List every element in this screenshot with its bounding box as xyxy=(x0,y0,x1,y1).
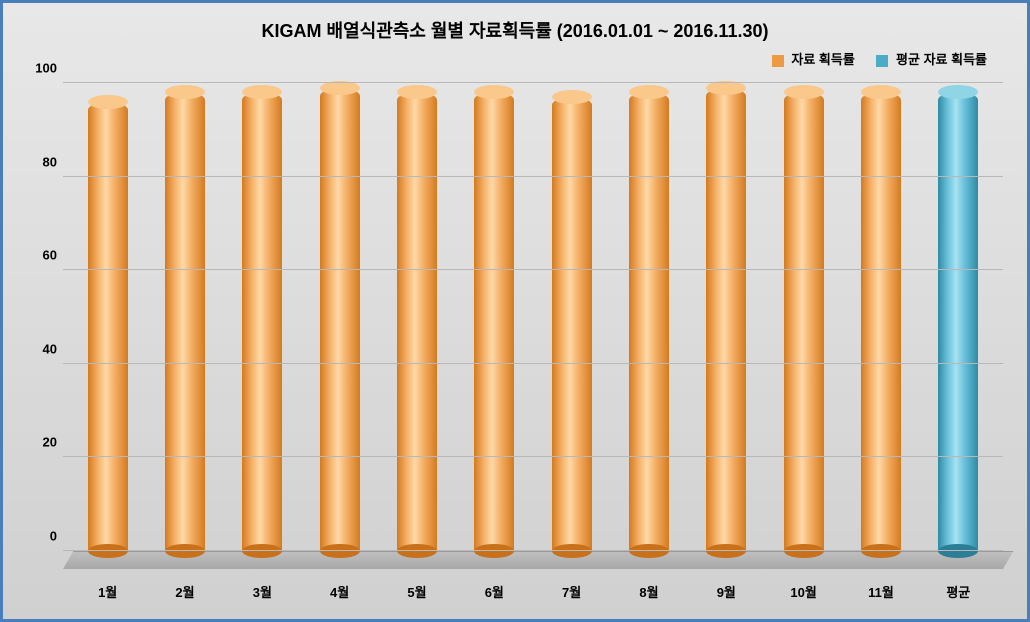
bar-slot-11 xyxy=(920,83,997,551)
x-label-7: 8월 xyxy=(610,582,687,601)
x-label-8: 9월 xyxy=(688,582,765,601)
grid-line-20 xyxy=(63,456,1003,457)
x-label-0: 1월 xyxy=(69,582,146,601)
y-tick-0: 0 xyxy=(23,529,57,544)
x-label-4: 5월 xyxy=(378,582,455,601)
bar-slot-9 xyxy=(765,83,842,551)
legend-swatch-1 xyxy=(876,55,888,67)
x-label-5: 6월 xyxy=(456,582,533,601)
bar-slot-1 xyxy=(146,83,223,551)
plot-area xyxy=(63,83,1003,569)
bar-slot-2 xyxy=(224,83,301,551)
chart-container: KIGAM 배열식관측소 월별 자료획득률 (2016.01.01 ~ 2016… xyxy=(0,0,1030,622)
x-label-6: 7월 xyxy=(533,582,610,601)
legend-item-1: 평균 자료 획득률 xyxy=(876,49,987,68)
bars-wrap xyxy=(63,83,1003,551)
y-tick-40: 40 xyxy=(23,341,57,356)
bar-slot-4 xyxy=(378,83,455,551)
bar-slot-3 xyxy=(301,83,378,551)
x-label-2: 3월 xyxy=(224,582,301,601)
grid-line-100 xyxy=(63,82,1003,83)
x-axis-labels: 1월2월3월4월5월6월7월8월9월10월11월평균 xyxy=(63,582,1003,601)
y-tick-100: 100 xyxy=(23,61,57,76)
bar-slot-7 xyxy=(610,83,687,551)
x-label-9: 10월 xyxy=(765,582,842,601)
bar-slot-10 xyxy=(842,83,919,551)
bar-slot-0 xyxy=(69,83,146,551)
bar-slot-6 xyxy=(533,83,610,551)
legend-label-0: 자료 획득률 xyxy=(791,52,854,67)
y-axis: 020406080100 xyxy=(27,83,63,569)
legend-label-1: 평균 자료 획득률 xyxy=(896,52,987,67)
legend-item-0: 자료 획득률 xyxy=(772,49,855,68)
grid-line-80 xyxy=(63,176,1003,177)
x-label-10: 11월 xyxy=(842,582,919,601)
y-tick-20: 20 xyxy=(23,435,57,450)
x-label-1: 2월 xyxy=(146,582,223,601)
x-label-11: 평균 xyxy=(920,582,997,601)
grid-line-60 xyxy=(63,269,1003,270)
x-label-3: 4월 xyxy=(301,582,378,601)
y-tick-60: 60 xyxy=(23,248,57,263)
grid-line-40 xyxy=(63,363,1003,364)
chart-legend: 자료 획득률 평균 자료 획득률 xyxy=(3,49,1027,76)
chart-title: KIGAM 배열식관측소 월별 자료획득률 (2016.01.01 ~ 2016… xyxy=(3,3,1027,49)
y-tick-80: 80 xyxy=(23,154,57,169)
grid-line-0 xyxy=(63,550,1003,551)
bar-slot-8 xyxy=(688,83,765,551)
legend-swatch-0 xyxy=(772,55,784,67)
bar-slot-5 xyxy=(456,83,533,551)
